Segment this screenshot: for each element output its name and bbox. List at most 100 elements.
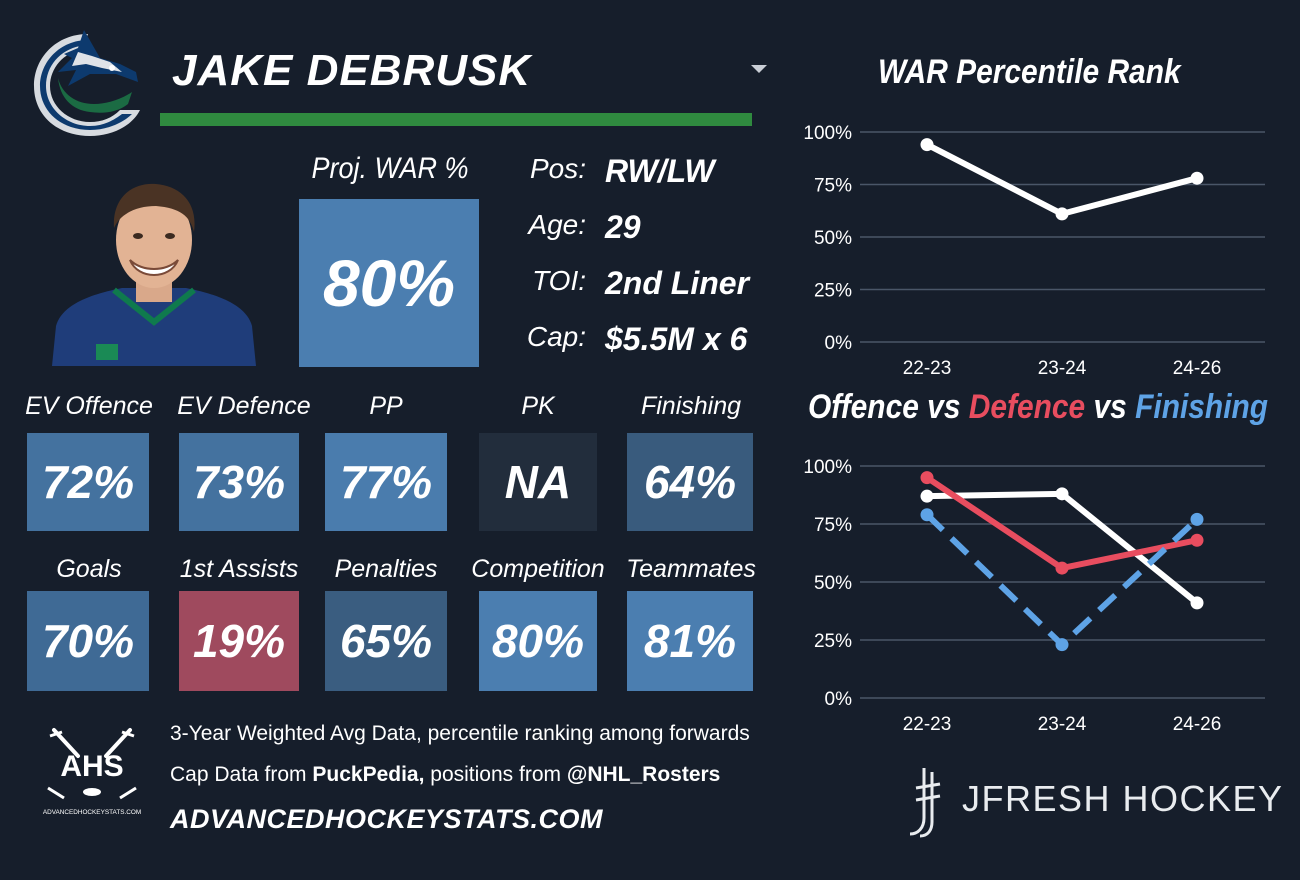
data-point (1190, 512, 1204, 526)
data-point (1190, 171, 1204, 185)
y-tick-label: 75% (814, 515, 852, 536)
stat-box-pp: 77% (325, 433, 447, 531)
stat-label-ev-defence: EV Defence (177, 392, 311, 420)
proj-war-label: Proj. WAR % (311, 152, 469, 185)
info-label: Age: (528, 209, 586, 240)
war-percentile-chart: 0% 25% 50% 75% 100% 22-23 23-24 24-26 (803, 123, 1265, 379)
stat-value: 72% (41, 456, 135, 508)
stat-label-competition: Competition (471, 555, 605, 583)
proj-war-value: 80% (322, 246, 456, 320)
stat-label-pp: PP (369, 392, 403, 420)
series-line (925, 141, 1198, 217)
stat-value: NA (504, 456, 572, 508)
stat-box-competition: 80% (479, 591, 597, 691)
footer-note-sources: Cap Data from PuckPedia, positions from … (170, 763, 720, 787)
stat-box-1st-assists: 19% (179, 591, 299, 691)
info-row-cap: Cap: $5.5M x 6 (520, 321, 780, 365)
info-label: Pos: (529, 153, 586, 184)
x-tick-label: 23-24 (1038, 358, 1087, 379)
x-tick-label: 24-26 (1173, 714, 1222, 735)
x-tick-label: 22-23 (903, 358, 952, 379)
stat-value: 80% (491, 615, 585, 667)
y-tick-label: 100% (803, 457, 852, 478)
player-headshot (52, 183, 256, 366)
y-tick-label: 100% (803, 123, 852, 144)
stat-label-pk: PK (521, 392, 555, 420)
stat-box-pk: NA (479, 433, 597, 531)
stat-value: 70% (41, 615, 135, 667)
data-point (920, 471, 934, 485)
stat-box-ev-offence: 72% (27, 433, 149, 531)
ahs-logo-text: AHS (60, 750, 123, 783)
x-tick-label: 22-23 (903, 714, 952, 735)
y-tick-label: 50% (814, 228, 852, 249)
info-value: 2nd Liner (605, 265, 750, 301)
stat-value: 19% (192, 615, 286, 667)
info-label: Cap: (526, 321, 586, 352)
title-part-finishing: Finishing (1135, 388, 1269, 426)
footer-source-puckpedia: PuckPedia, (312, 763, 425, 786)
stat-box-penalties: 65% (325, 591, 447, 691)
data-point (1055, 207, 1069, 221)
player-name: JAKE DEBRUSK (172, 46, 532, 95)
chart-title-war: WAR Percentile Rank (878, 53, 1181, 91)
data-point (1190, 533, 1204, 547)
title-part-vs: vs (1085, 388, 1136, 426)
y-tick-label: 25% (814, 631, 852, 652)
jfresh-brand-text: JFRESH HOCKEY (962, 778, 1284, 819)
stat-box-finishing: 64% (627, 433, 753, 531)
data-point (920, 508, 934, 522)
y-tick-label: 0% (825, 333, 853, 354)
data-point (920, 138, 934, 152)
ahs-logo-icon: AHS ADVANCEDHOCKEYSTATS.COM (43, 728, 141, 816)
footer-note-data: 3-Year Weighted Avg Data, percentile ran… (170, 722, 750, 745)
info-label: TOI: (532, 265, 586, 296)
footer-prefix: Cap Data from (170, 763, 313, 786)
components-chart: 0% 25% 50% 75% 100% 22-23 23-24 24-26 (803, 457, 1265, 735)
stat-value: 73% (192, 456, 286, 508)
data-point (1055, 638, 1069, 652)
data-point (920, 489, 934, 503)
title-part-vs: vs (918, 388, 969, 426)
stat-label-finishing: Finishing (640, 392, 742, 420)
data-point (1055, 561, 1069, 575)
info-row-age: Age: 29 (520, 209, 780, 253)
chart-title-components: Offence vs Defence vs Finishing (808, 388, 1268, 427)
info-row-toi: TOI: 2nd Liner (520, 265, 780, 309)
info-value: $5.5M x 6 (605, 321, 748, 357)
stat-label-teammates: Teammates (626, 555, 756, 583)
stat-label-goals: Goals (56, 555, 122, 583)
team-logo-icon (34, 30, 140, 136)
stat-label-ev-offence: EV Offence (25, 392, 153, 420)
x-tick-label: 23-24 (1038, 714, 1087, 735)
stat-value: 81% (643, 615, 737, 667)
stat-box-ev-defence: 73% (179, 433, 299, 531)
stat-value: 77% (339, 456, 433, 508)
stat-box-goals: 70% (27, 591, 149, 691)
stat-label-1st-assists: 1st Assists (179, 555, 299, 583)
stat-value: 65% (339, 615, 433, 667)
name-accent-bar (160, 113, 752, 126)
data-point (1055, 487, 1069, 501)
stat-label-penalties: Penalties (334, 555, 438, 583)
jfresh-hockey-stick-icon (909, 768, 941, 838)
y-tick-label: 50% (814, 573, 852, 594)
x-tick-label: 24-26 (1173, 358, 1222, 379)
stat-box-teammates: 81% (627, 591, 753, 691)
info-row-pos: Pos: RW/LW (520, 153, 780, 197)
caret-down-icon[interactable] (748, 60, 770, 76)
footer-source-handle: @NHL_Rosters (566, 763, 721, 786)
site-url-link[interactable]: ADVANCEDHOCKEYSTATS.COM (170, 804, 604, 834)
info-value: RW/LW (605, 153, 715, 189)
data-point (1190, 596, 1204, 610)
y-tick-label: 75% (814, 176, 852, 197)
title-part-defence: Defence (968, 388, 1086, 426)
stat-value: 64% (643, 456, 737, 508)
info-value: 29 (605, 209, 641, 245)
ahs-logo-subtext: ADVANCEDHOCKEYSTATS.COM (43, 809, 141, 816)
series-line (924, 512, 1200, 648)
y-tick-label: 0% (825, 689, 853, 710)
footer-middle: positions from (424, 763, 567, 786)
y-tick-label: 25% (814, 281, 852, 302)
title-part-offence: Offence (808, 388, 919, 426)
